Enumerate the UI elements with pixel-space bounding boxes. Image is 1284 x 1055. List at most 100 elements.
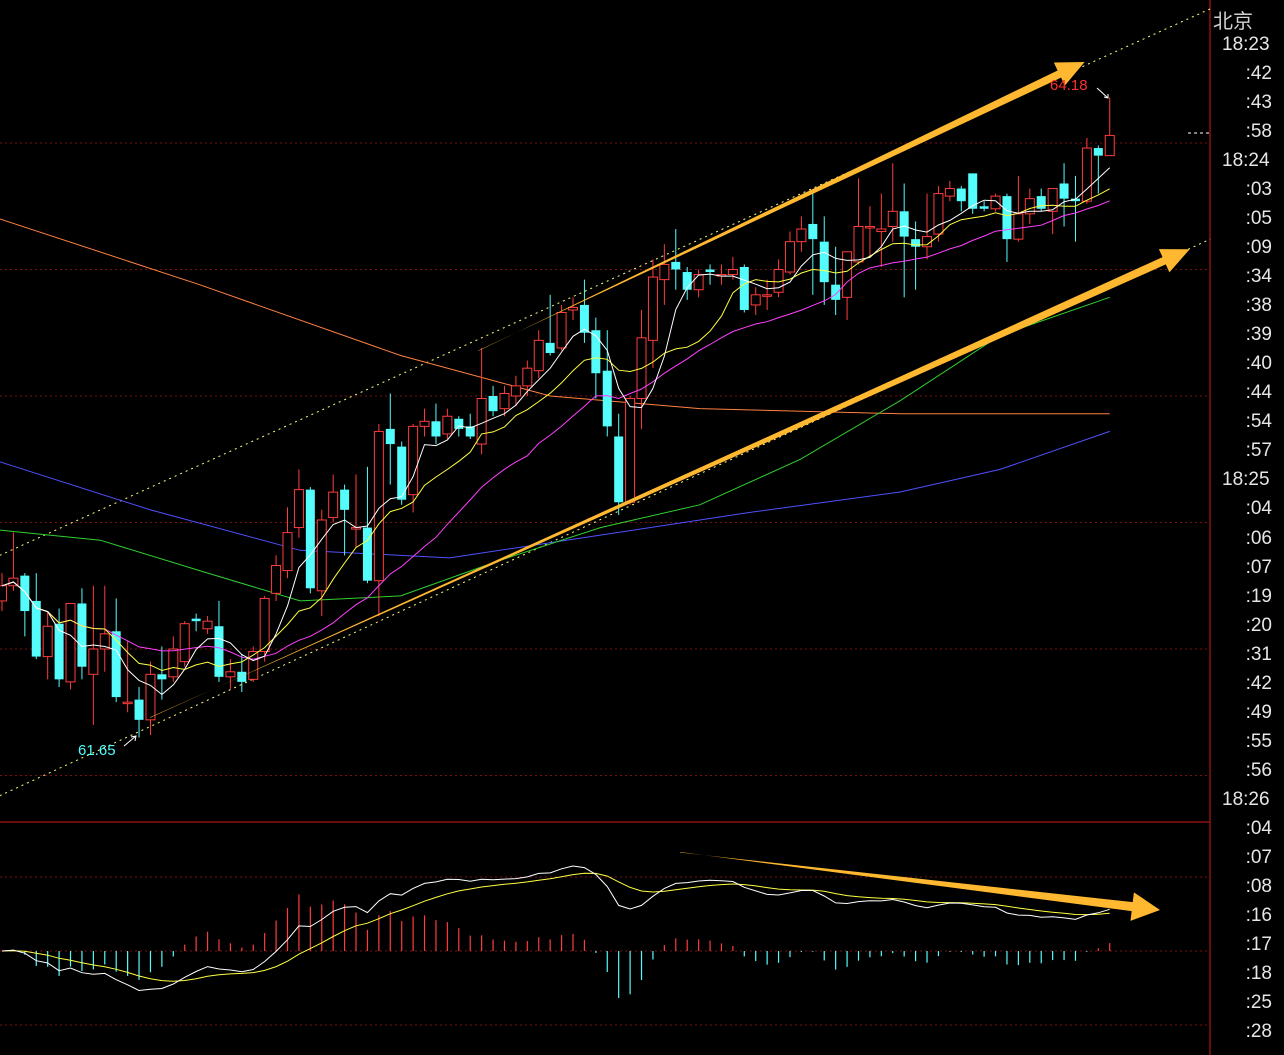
time-axis-label: :34	[1245, 266, 1272, 288]
time-axis-label: 18:23	[1222, 34, 1270, 55]
candle-up	[625, 398, 636, 503]
candle-up	[42, 625, 53, 658]
time-axis-label: :38	[1245, 295, 1272, 317]
time-axis-label: :18	[1245, 962, 1272, 984]
candle-down	[1093, 148, 1103, 156]
candle-up	[248, 651, 259, 680]
candle-up	[784, 241, 795, 273]
ma60-line	[0, 296, 1110, 602]
candle-up	[762, 294, 773, 297]
candle-up	[328, 491, 339, 518]
candle-up	[499, 392, 510, 410]
candle-up	[556, 312, 567, 349]
candle-up	[727, 269, 738, 276]
candle-down	[911, 239, 921, 247]
time-axis-label: :42	[1245, 672, 1272, 694]
candle-down	[1036, 196, 1046, 209]
candle-up	[659, 263, 670, 281]
candle-down	[819, 241, 829, 283]
candle-up	[271, 565, 282, 594]
candle-down	[808, 223, 818, 240]
time-axis-label: :39	[1245, 324, 1272, 346]
time-axis-label: :56	[1245, 759, 1272, 781]
candle-up	[933, 193, 944, 235]
time-axis-label: :16	[1245, 904, 1272, 926]
candle-up	[202, 620, 213, 630]
candle-down	[385, 428, 395, 445]
candle-down	[1059, 183, 1069, 199]
candle-down	[579, 304, 589, 333]
candle-down	[488, 396, 498, 412]
candle-up	[122, 701, 133, 705]
candle-up	[225, 671, 236, 678]
candle-up	[145, 673, 156, 721]
candle-up	[442, 415, 453, 435]
time-axis-label: :07	[1245, 846, 1272, 868]
candle-up	[179, 623, 190, 663]
candle-up	[293, 489, 304, 529]
time-axis-label: :06	[1245, 527, 1272, 549]
candle-up	[510, 385, 521, 397]
macd-dif-line	[1, 865, 1110, 992]
time-axis-label: :42	[1245, 63, 1272, 85]
trend-arrow	[478, 62, 1085, 351]
time-axis-label: :07	[1245, 556, 1272, 578]
candle-up	[373, 430, 384, 582]
candle-down	[305, 489, 315, 589]
high-pointer-icon	[1096, 87, 1109, 99]
candle-up	[282, 532, 293, 572]
candle-down	[979, 206, 989, 209]
time-axis-label: 18:25	[1222, 469, 1270, 491]
time-axis-label: :43	[1245, 92, 1272, 114]
time-axis-label: :57	[1245, 440, 1272, 462]
high-price-label: 64.18	[1050, 77, 1088, 94]
candle-up	[990, 195, 1001, 210]
time-axis-label: :08	[1245, 875, 1272, 897]
candle-down	[591, 330, 601, 374]
macd-trend-arrow	[679, 852, 1160, 921]
candle-up	[750, 294, 761, 306]
candle-up	[316, 519, 327, 592]
time-axis-label: :04	[1245, 817, 1272, 839]
candle-up	[853, 225, 864, 263]
candle-down	[54, 623, 64, 680]
ma20-line	[1, 200, 1110, 660]
time-axis-label: :25	[1245, 991, 1272, 1013]
candle-down	[956, 188, 966, 202]
candle-down	[1070, 198, 1080, 202]
candle-up	[476, 398, 487, 445]
time-axis-label: :05	[1245, 208, 1272, 230]
candle-up	[568, 306, 578, 311]
candle-up	[1013, 213, 1024, 240]
time-axis-label: :28	[1245, 1021, 1272, 1043]
time-axis-label: :20	[1245, 614, 1272, 636]
time-axis-label: :31	[1245, 643, 1272, 665]
low-pointer-icon	[123, 735, 137, 747]
candle-up	[887, 210, 898, 227]
candle-down	[362, 527, 372, 581]
candle-up	[419, 420, 430, 427]
candle-up	[647, 276, 658, 341]
candle-up	[0, 585, 7, 602]
candle-up	[99, 633, 110, 650]
candle-down	[465, 426, 475, 437]
candle-up	[168, 648, 179, 678]
candle-down	[214, 626, 224, 677]
candle-down	[831, 284, 841, 300]
candle-down	[602, 370, 612, 427]
candle-up	[693, 274, 704, 291]
candle-up	[944, 188, 955, 197]
candle-up	[1104, 134, 1115, 157]
candle-down	[454, 418, 464, 429]
time-axis-label: :54	[1245, 411, 1272, 433]
candle-down	[134, 699, 144, 720]
trend-arrow	[150, 249, 1190, 718]
candle-up	[796, 228, 807, 243]
candle-down	[191, 618, 201, 622]
ma120-line	[0, 430, 1110, 559]
time-axis-label: 18:26	[1222, 788, 1270, 810]
candle-down	[682, 272, 692, 290]
candle-up	[259, 597, 270, 653]
time-axis-label: :55	[1245, 730, 1272, 752]
